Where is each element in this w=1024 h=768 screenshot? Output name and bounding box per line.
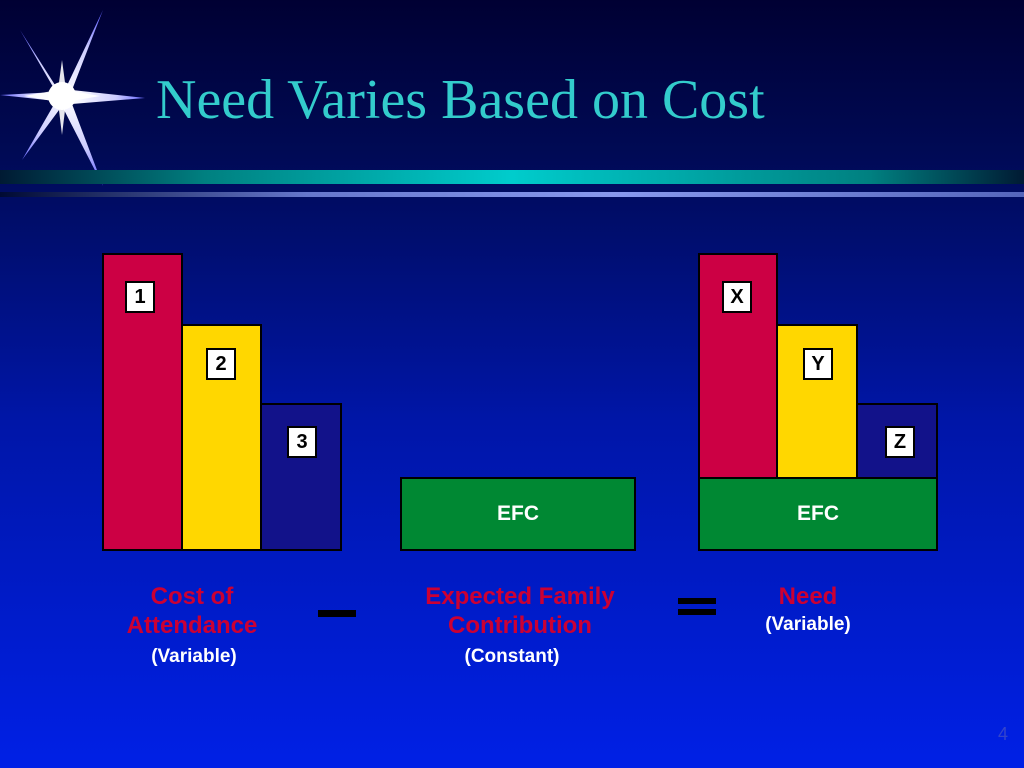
cost-bar-1-label: 1	[125, 281, 155, 313]
slide-title: Need Varies Based on Cost	[156, 69, 765, 131]
title-divider-line	[0, 192, 1024, 197]
need-bar-z-label: Z	[885, 426, 915, 458]
cost-bar-3-label: 3	[287, 426, 317, 458]
title-divider-bar	[0, 170, 1024, 184]
star-burst-icon	[0, 10, 145, 186]
page-number: 4	[997, 724, 1008, 744]
efc-block: EFC	[400, 477, 636, 551]
cost-caption: Cost of Attendance	[92, 582, 292, 640]
need-subtitle: (Variable)	[765, 614, 851, 635]
cost-caption-line1: Cost of	[150, 583, 234, 610]
cost-bar-2-label: 2	[206, 348, 236, 380]
equals-sign-bottom-bar	[678, 609, 716, 615]
equals-sign-top-bar	[678, 598, 716, 604]
efc-caption-line2: Contribution	[448, 612, 592, 639]
efc-caption: Expected Family Contribution	[400, 582, 640, 640]
cost-subtitle: (Variable)	[151, 646, 237, 667]
need-bar-y-label: Y	[803, 348, 833, 380]
need-caption: Need	[778, 583, 838, 610]
efc-subtitle: (Constant)	[464, 646, 560, 667]
minus-sign	[318, 610, 356, 617]
need-efc-block: EFC	[698, 477, 938, 551]
cost-bar-3	[260, 403, 342, 551]
cost-caption-line2: Attendance	[126, 612, 258, 639]
need-bar-x-label: X	[722, 281, 752, 313]
efc-caption-line1: Expected Family	[425, 583, 615, 610]
